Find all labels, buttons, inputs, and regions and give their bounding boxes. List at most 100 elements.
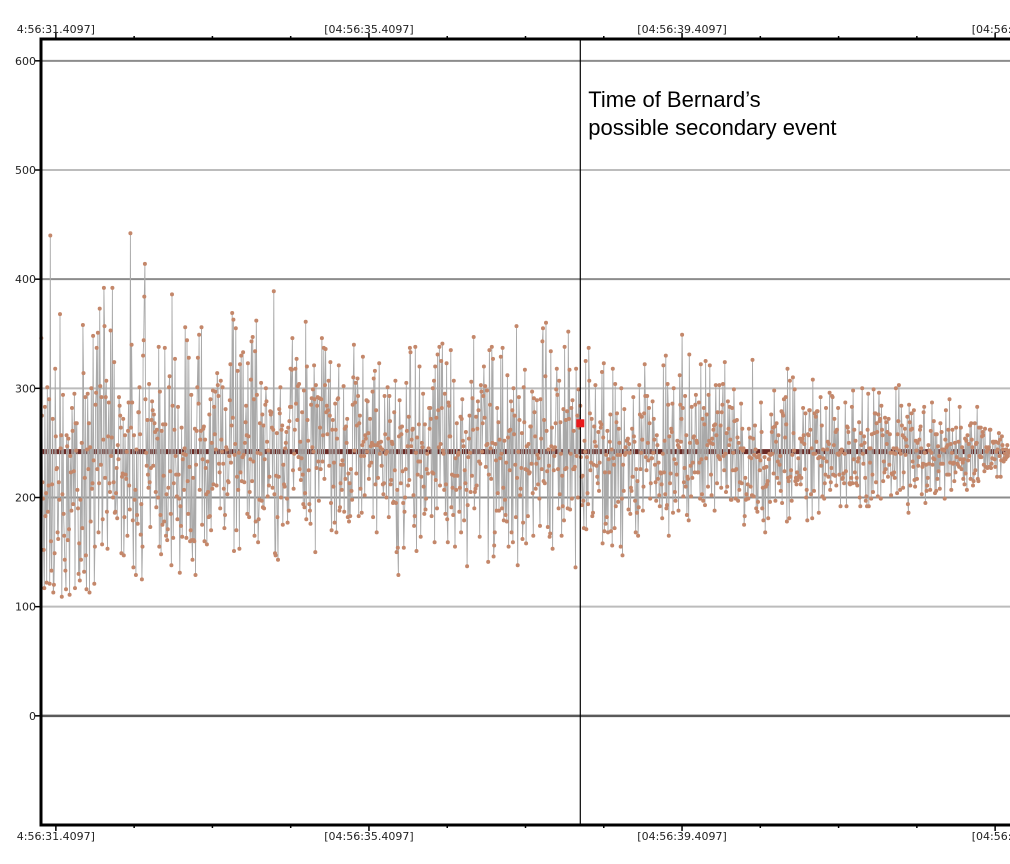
data-point — [851, 388, 856, 393]
data-point — [495, 406, 500, 410]
data-point — [230, 415, 235, 420]
data-point — [162, 519, 167, 524]
data-point — [157, 389, 162, 394]
data-point — [600, 541, 605, 546]
data-point — [743, 475, 748, 480]
data-point — [628, 485, 633, 490]
data-point — [183, 452, 188, 457]
data-point — [673, 498, 678, 503]
data-point — [183, 325, 188, 330]
data-point — [468, 490, 473, 494]
data-point — [435, 506, 439, 511]
data-point — [834, 427, 839, 432]
data-point — [740, 426, 745, 431]
data-point — [251, 459, 256, 464]
data-point — [587, 378, 592, 383]
data-point — [134, 447, 139, 452]
data-point — [270, 485, 275, 490]
data-point — [810, 516, 815, 521]
data-point — [108, 328, 113, 333]
data-point — [641, 484, 646, 489]
data-point — [706, 484, 710, 489]
data-point — [491, 356, 495, 361]
data-point — [79, 557, 83, 562]
data-point — [293, 366, 298, 371]
data-point — [88, 519, 93, 524]
data-point — [595, 474, 600, 479]
data-point — [150, 408, 155, 413]
data-point — [911, 464, 916, 469]
data-point — [56, 537, 61, 541]
data-point — [209, 440, 214, 445]
data-point — [893, 386, 898, 391]
data-point — [715, 410, 720, 415]
data-point — [408, 350, 413, 355]
data-point — [587, 411, 592, 416]
data-point — [876, 412, 881, 417]
data-point — [193, 573, 198, 577]
data-point — [464, 487, 469, 492]
data-point — [539, 467, 544, 472]
data-point — [525, 514, 530, 519]
data-point — [79, 440, 84, 445]
data-point — [105, 546, 110, 551]
data-point — [541, 326, 545, 331]
data-point — [964, 438, 969, 443]
data-point — [827, 390, 832, 395]
data-point — [774, 439, 778, 444]
data-point — [777, 481, 781, 486]
data-point — [61, 511, 66, 516]
data-point — [91, 458, 96, 463]
data-point — [843, 400, 848, 405]
data-point — [651, 450, 656, 455]
data-point — [141, 353, 146, 358]
data-point — [450, 485, 455, 490]
data-point — [634, 510, 639, 515]
data-point — [710, 436, 715, 441]
data-point — [979, 455, 984, 460]
data-point — [761, 518, 766, 523]
data-point — [500, 506, 504, 511]
data-point — [954, 425, 959, 430]
data-point — [135, 513, 140, 517]
data-point — [936, 469, 941, 474]
data-point — [513, 462, 518, 467]
data-point — [981, 433, 986, 438]
data-point — [772, 388, 777, 393]
data-point — [538, 523, 542, 528]
data-point — [659, 482, 664, 487]
data-point — [91, 333, 96, 338]
data-point — [813, 414, 818, 419]
data-point — [636, 505, 641, 510]
data-point — [842, 481, 847, 486]
data-point — [448, 348, 453, 353]
data-point — [494, 458, 498, 463]
data-point — [860, 451, 865, 456]
data-point — [574, 366, 579, 371]
data-point — [972, 471, 977, 476]
data-point — [213, 447, 218, 452]
data-point — [713, 422, 718, 427]
data-point — [621, 462, 626, 467]
data-point — [584, 527, 589, 532]
data-point — [512, 413, 517, 418]
data-point — [645, 394, 650, 398]
data-point — [983, 426, 987, 431]
data-point — [206, 490, 211, 494]
data-point — [86, 467, 91, 472]
data-point — [412, 514, 417, 519]
data-point — [639, 450, 644, 455]
data-point — [403, 467, 408, 472]
data-point — [934, 488, 939, 493]
data-point — [147, 480, 152, 485]
data-point — [76, 506, 80, 511]
data-point — [469, 473, 474, 478]
data-point — [486, 559, 491, 564]
data-point — [120, 471, 125, 476]
data-point — [594, 444, 598, 449]
data-point — [665, 382, 670, 386]
data-point — [958, 457, 963, 462]
data-point — [799, 475, 804, 480]
data-point — [666, 533, 671, 538]
data-point — [518, 493, 523, 498]
